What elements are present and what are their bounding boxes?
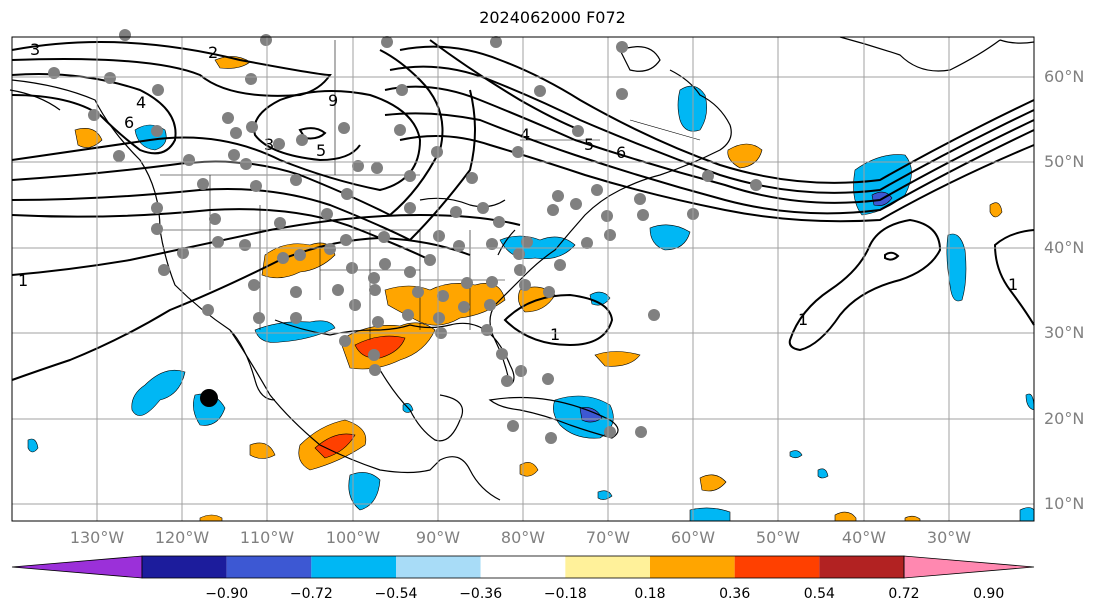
contour-label: 6 — [616, 143, 626, 162]
colorbar-segment — [903, 555, 1035, 579]
storm-marker — [200, 389, 218, 407]
contour-label: 1 — [1008, 275, 1018, 294]
lon-label: 90°W — [415, 528, 461, 547]
colorbar-segment — [565, 556, 650, 578]
colorbar — [11, 555, 1035, 579]
lon-label: 40°W — [841, 528, 887, 547]
colorbar-segment — [650, 556, 735, 578]
colorbar-tick-label: 0.54 — [803, 586, 835, 602]
lat-label: 30°N — [1044, 323, 1085, 342]
coastlines-and-borders — [9, 36, 1035, 501]
colorbar-tick-label: −0.54 — [374, 586, 418, 602]
colorbar-tick-label: 0.18 — [634, 586, 666, 602]
contour-label: 1 — [18, 271, 28, 290]
colorbar-segment — [226, 556, 312, 578]
graticule — [12, 37, 1034, 521]
colorbar-outline — [141, 555, 905, 579]
contour-label: 4 — [520, 125, 530, 144]
lon-label: 130°W — [69, 528, 125, 547]
map-title: 2024062000 F072 — [479, 8, 626, 27]
lon-label: 30°W — [926, 528, 972, 547]
contour-labels: 3 2 4 6 3 5 9 6 5 4 1 1 1 1 — [18, 40, 1018, 344]
contour-label: 4 — [136, 93, 146, 112]
lon-label: 100°W — [325, 528, 381, 547]
lon-label: 50°W — [755, 528, 801, 547]
colorbar-tick-label: −0.18 — [543, 586, 587, 602]
contour-label: 3 — [264, 135, 274, 154]
contour-label: 6 — [124, 113, 134, 132]
contour-label: 9 — [328, 91, 338, 110]
lon-label: 60°W — [670, 528, 716, 547]
contour-label: 1 — [550, 325, 560, 344]
lon-label: 80°W — [500, 528, 546, 547]
weather-map: 3 2 4 6 3 5 9 6 5 4 1 1 1 1 — [9, 29, 1035, 522]
colorbar-segment — [11, 555, 143, 579]
contour-label: 3 — [30, 40, 40, 59]
positive-anomaly-patches — [74, 56, 1003, 522]
contour-label: 5 — [584, 135, 594, 154]
lat-label: 60°N — [1044, 67, 1085, 86]
lat-label: 50°N — [1044, 152, 1085, 171]
lon-label: 110°W — [239, 528, 295, 547]
colorbar-tick-label: −0.72 — [289, 586, 333, 602]
colorbar-tick-label: 0.90 — [973, 586, 1005, 602]
colorbar-tick-label: −0.90 — [205, 586, 249, 602]
colorbar-segment — [142, 556, 227, 578]
colorbar-segment — [480, 556, 566, 578]
colorbar-segment — [396, 556, 481, 578]
lon-label: 70°W — [585, 528, 631, 547]
contour-label: 5 — [316, 141, 326, 160]
contour-label: 2 — [208, 43, 218, 62]
lat-label: 20°N — [1044, 409, 1085, 428]
negative-anomaly-patches — [27, 85, 1035, 522]
contour-label: 1 — [798, 310, 808, 329]
colorbar-tick-label: 0.36 — [719, 586, 751, 602]
colorbar-segment — [819, 556, 904, 578]
contour-lines — [11, 39, 1035, 381]
lon-label: 120°W — [154, 528, 210, 547]
colorbar-tick-label: 0.72 — [888, 586, 920, 602]
lat-label: 10°N — [1044, 494, 1085, 513]
colorbar-segment — [311, 556, 396, 578]
colorbar-tick-label: −0.36 — [459, 586, 503, 602]
lat-label: 40°N — [1044, 238, 1085, 257]
colorbar-segment — [734, 556, 820, 578]
